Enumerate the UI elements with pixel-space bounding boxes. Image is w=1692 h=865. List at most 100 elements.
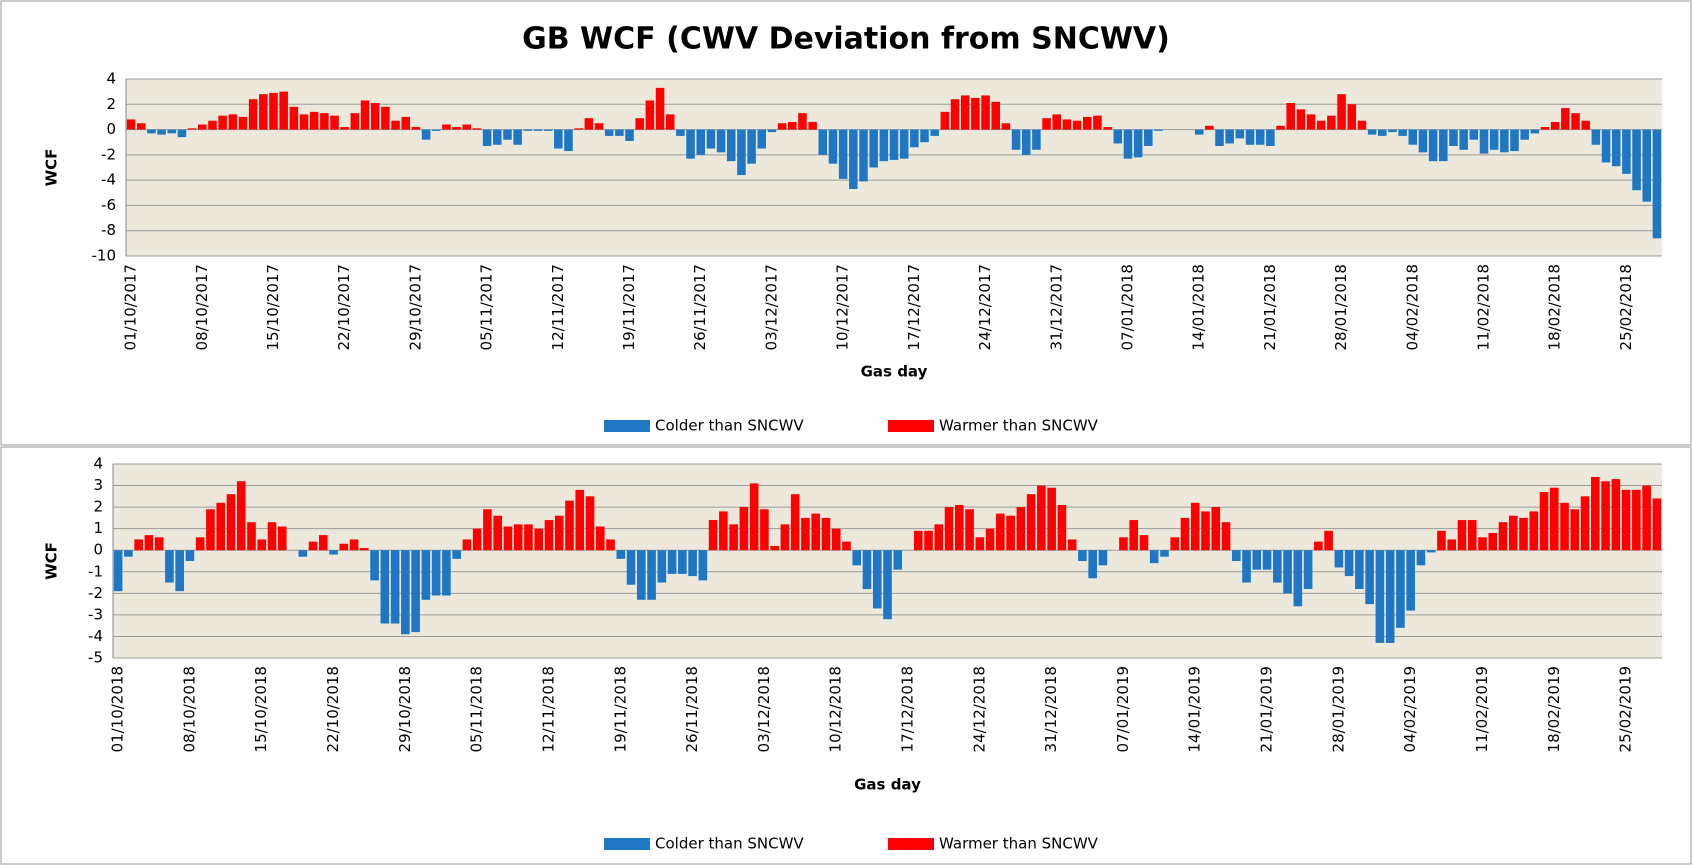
bar	[1479, 129, 1489, 154]
bar	[1082, 116, 1092, 130]
bar	[655, 87, 665, 130]
bar	[808, 121, 817, 130]
x-tick-label: 12/11/2018	[539, 666, 557, 752]
bar	[1001, 123, 1011, 130]
bar	[1377, 129, 1387, 136]
bar	[1016, 507, 1026, 551]
chart-title: GB WCF (CWV Deviation from SNCWV)	[522, 22, 1170, 57]
bar	[584, 118, 594, 130]
bar	[852, 550, 862, 566]
bar	[811, 513, 821, 551]
y-tick-label: 2	[93, 498, 103, 516]
bar	[726, 129, 736, 162]
bar	[818, 129, 828, 155]
legend-swatch	[888, 420, 934, 432]
bar	[226, 494, 236, 551]
bar	[370, 550, 379, 581]
bar	[1324, 530, 1333, 551]
bar	[257, 539, 267, 551]
y-axis-title: WCF	[43, 149, 61, 187]
bar	[899, 129, 909, 159]
y-tick-label: 0	[106, 120, 116, 138]
bar	[954, 504, 964, 551]
bar	[1057, 504, 1067, 551]
bar	[965, 509, 974, 551]
bar	[154, 537, 164, 551]
y-tick-label: -6	[101, 196, 116, 214]
bar	[645, 100, 655, 130]
bar	[1047, 487, 1056, 551]
bar	[1591, 129, 1601, 145]
bar	[554, 515, 564, 551]
bar	[1215, 129, 1224, 147]
bar	[1498, 522, 1508, 551]
y-tick-label: -5	[88, 649, 103, 667]
bar	[238, 116, 248, 130]
x-tick-label: 22/10/2017	[335, 264, 353, 350]
bar	[248, 99, 258, 130]
x-tick-label: 10/12/2017	[834, 264, 852, 350]
x-tick-label: 05/11/2018	[468, 666, 486, 752]
bar	[1549, 487, 1559, 551]
bar	[442, 124, 451, 130]
bar	[452, 550, 461, 559]
bar	[757, 129, 767, 149]
bar	[1042, 118, 1051, 130]
bar	[869, 129, 878, 168]
bar	[708, 520, 718, 551]
legend-label: Warmer than SNCWV	[939, 417, 1099, 435]
bar	[1327, 115, 1336, 130]
bar	[996, 513, 1005, 551]
bar	[167, 129, 177, 134]
bar	[960, 95, 970, 130]
bar	[1334, 550, 1344, 568]
x-tick-label: 29/10/2018	[396, 666, 414, 752]
bar	[228, 114, 238, 130]
bar	[1510, 129, 1519, 152]
bar	[1026, 494, 1036, 551]
bar	[126, 119, 136, 130]
bar	[636, 550, 646, 600]
y-axis-title: WCF	[43, 542, 61, 580]
bar	[1428, 129, 1438, 162]
bar	[575, 489, 585, 551]
bar	[1457, 520, 1467, 551]
bar	[1067, 539, 1077, 551]
x-tick-label: 01/10/2017	[122, 264, 140, 350]
bar	[737, 129, 746, 176]
bar	[1467, 520, 1477, 551]
bar	[1539, 492, 1549, 551]
bar	[767, 129, 777, 133]
bar	[136, 123, 146, 130]
x-tick-label: 25/02/2018	[1617, 264, 1635, 350]
bar	[380, 550, 390, 624]
bar	[1306, 114, 1316, 130]
bar	[503, 526, 513, 551]
bar	[615, 129, 624, 136]
y-tick-label: -4	[101, 171, 116, 189]
bar	[1365, 550, 1374, 605]
y-tick-label: 2	[106, 95, 116, 113]
bar	[1652, 129, 1662, 239]
bar	[1642, 485, 1651, 551]
bar	[360, 100, 370, 130]
bar	[1561, 108, 1570, 130]
bar	[329, 550, 338, 555]
bar	[431, 129, 441, 131]
bar	[595, 526, 605, 551]
bar	[1072, 120, 1082, 130]
bar	[523, 129, 533, 131]
bar	[1398, 129, 1407, 136]
bar	[1160, 550, 1169, 557]
bar	[1622, 129, 1631, 174]
bar	[1011, 129, 1021, 150]
bar	[144, 535, 154, 551]
bar	[616, 550, 626, 559]
y-tick-label: 4	[106, 70, 116, 88]
bar	[930, 129, 939, 136]
bar	[1621, 489, 1631, 551]
x-tick-label: 26/11/2017	[691, 264, 709, 350]
bar	[889, 129, 899, 160]
